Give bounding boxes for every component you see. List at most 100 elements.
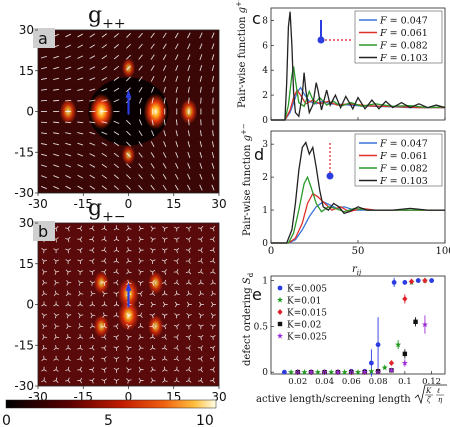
director-mark	[65, 88, 72, 91]
director-mark	[101, 131, 108, 135]
director-mark	[89, 66, 96, 70]
director-mark	[113, 238, 117, 242]
scatter-point	[381, 364, 388, 371]
director-mark	[188, 260, 191, 264]
director-mark	[54, 323, 57, 327]
director-mark	[211, 75, 215, 82]
director-mark	[138, 65, 143, 71]
y-tick-label: 30	[19, 23, 34, 37]
y-tick-label: 0	[262, 116, 268, 126]
director-mark	[89, 33, 96, 38]
director-mark	[79, 250, 82, 254]
director-mark	[212, 380, 216, 384]
director-mark	[55, 248, 59, 251]
director-mark	[126, 54, 131, 60]
y-tick-label: 0.5	[254, 322, 269, 332]
director-mark	[151, 97, 154, 104]
director-mark	[199, 86, 202, 93]
director-mark	[200, 356, 203, 360]
director-mark	[199, 32, 203, 39]
director-mark	[113, 304, 117, 307]
director-mark	[188, 250, 191, 254]
scatter-point	[314, 369, 321, 375]
director-mark	[77, 358, 81, 360]
director-mark	[113, 163, 120, 169]
director-mark	[65, 336, 69, 340]
director-mark	[128, 249, 132, 252]
director-mark	[65, 164, 72, 168]
heatmap-b-layer	[41, 225, 216, 384]
scatter-point	[277, 296, 283, 303]
director-mark	[101, 153, 108, 157]
director-mark	[78, 325, 81, 329]
director-mark	[211, 141, 215, 148]
director-mark	[101, 185, 108, 190]
director-mark	[173, 324, 177, 327]
legend-entry: F = 0.047	[379, 16, 428, 27]
plot-e-xlabel: active length/screening length	[256, 394, 411, 405]
director-mark	[164, 248, 168, 251]
director-mark	[78, 312, 81, 316]
director-mark	[188, 239, 190, 243]
director-mark	[41, 153, 48, 157]
director-mark	[176, 250, 178, 254]
director-mark	[116, 249, 120, 253]
director-mark	[79, 377, 83, 381]
director-mark	[41, 358, 45, 361]
director-mark	[67, 248, 71, 251]
director-mark	[104, 239, 107, 242]
director-mark	[42, 260, 45, 265]
panel-d: 0123050100 d Pair-wise function g+− rij …	[240, 123, 450, 277]
director-mark	[126, 130, 131, 136]
director-mark	[187, 43, 191, 50]
scatter-point	[401, 359, 408, 366]
scatter-point	[277, 309, 283, 315]
director-mark	[175, 119, 178, 126]
director-mark	[186, 293, 190, 296]
director-mark	[126, 312, 129, 316]
director-mark	[198, 293, 202, 297]
director-mark	[42, 326, 45, 330]
director-mark	[150, 43, 155, 49]
director-mark	[164, 271, 167, 275]
scatter-point	[355, 369, 361, 375]
director-mark	[53, 293, 57, 297]
director-mark	[139, 334, 141, 338]
scatter-point	[277, 321, 283, 327]
director-mark	[138, 269, 141, 273]
director-mark	[199, 290, 202, 294]
director-mark	[188, 236, 192, 240]
director-mark	[68, 314, 72, 316]
svg-text:ζ: ζ	[427, 396, 432, 404]
director-mark	[174, 304, 178, 308]
director-mark	[175, 75, 179, 82]
director-mark	[53, 66, 60, 70]
director-mark	[188, 282, 192, 285]
director-mark	[152, 282, 155, 286]
director-mark	[187, 162, 191, 169]
x-tick-label: 0.12	[422, 377, 441, 387]
director-mark	[79, 239, 82, 243]
heatmap-peak	[148, 314, 164, 338]
panel-e: 0 0.5 1 0.02 0.04 0.06 0.08 0.1 0.12 e defect or…	[242, 272, 447, 405]
director-mark	[79, 236, 83, 240]
director-mark	[185, 238, 189, 240]
director-mark	[126, 87, 131, 93]
director-mark	[43, 293, 48, 295]
panel-a-title: g++	[88, 3, 126, 32]
director-mark	[55, 228, 58, 232]
director-mark	[101, 379, 105, 381]
scatter-point	[277, 285, 283, 291]
director-mark	[89, 153, 96, 157]
director-mark	[65, 304, 69, 307]
director-mark	[92, 281, 96, 284]
director-mark	[103, 369, 106, 373]
director-mark	[77, 336, 81, 340]
director-mark	[211, 184, 215, 191]
director-mark	[209, 346, 214, 349]
y-tick-label: -30	[14, 186, 34, 200]
director-mark	[101, 304, 105, 307]
director-mark	[128, 282, 132, 284]
director-mark	[113, 76, 120, 82]
director-mark	[188, 271, 192, 275]
